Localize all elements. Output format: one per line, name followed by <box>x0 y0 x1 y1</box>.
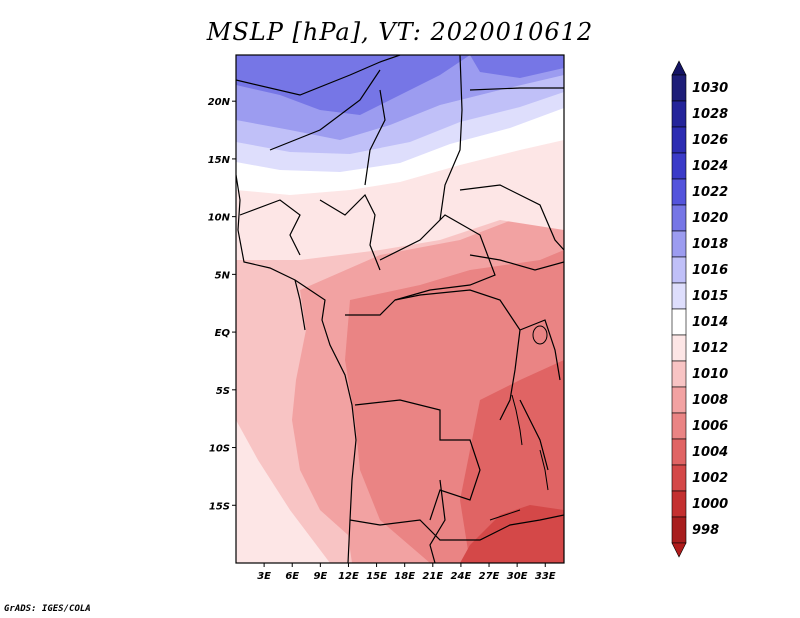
colorbar-label: 1015 <box>692 289 728 304</box>
map-frame <box>235 54 565 564</box>
border-south-sudan <box>469 254 564 271</box>
lake-tanganyika <box>511 394 523 446</box>
border-drc-south <box>354 399 481 521</box>
coastline-guinea <box>294 279 306 331</box>
colorbar-label: 1030 <box>692 81 728 96</box>
field-band-1014 <box>236 105 564 195</box>
colorbar-label: 1016 <box>692 263 728 278</box>
lon-tick-label: 12E <box>338 571 359 582</box>
lake-malawi <box>539 449 549 491</box>
border-north-1 <box>236 55 401 96</box>
lat-tick-label: 5S <box>216 386 230 397</box>
lat-tick-label: 10S <box>209 444 230 455</box>
colorbar-swatch <box>671 152 687 180</box>
field-southwest-light <box>236 420 330 563</box>
border-sudan <box>459 184 564 251</box>
colorbar-swatch <box>671 126 687 154</box>
pressure-field <box>236 55 564 563</box>
colorbar-label: 1004 <box>692 445 728 460</box>
colorbar-label: 1002 <box>692 471 728 486</box>
colorbar-label: 1028 <box>692 107 728 122</box>
colorbar-swatch <box>671 204 687 232</box>
colorbar-label: 1018 <box>692 237 728 252</box>
lon-tick-label: 18E <box>394 571 415 582</box>
lat-tick-label: 5N <box>215 270 231 281</box>
colorbar-label: 1012 <box>692 341 728 356</box>
border-nigeria <box>319 193 381 271</box>
colorbar-label: 998 <box>692 523 719 538</box>
colorbar-swatch <box>671 256 687 284</box>
latitude-axis: 20N 15N 10N 5N EQ 5S 10S 15S <box>208 97 236 512</box>
coastline-west <box>236 174 357 563</box>
colorbar-swatch <box>671 230 687 258</box>
lat-tick-label: 20N <box>208 97 231 108</box>
longitude-axis: 3E 6E 9E 12E 15E 18E 21E 24E 27E 30E 33E <box>257 563 556 582</box>
lon-tick-label: 33E <box>535 571 556 582</box>
colorbar-swatch <box>671 412 687 440</box>
colorbar-top-arrow <box>671 60 687 76</box>
lon-tick-label: 24E <box>451 571 472 582</box>
lake-kariba <box>489 509 521 521</box>
lon-tick-label: 30E <box>507 571 528 582</box>
lake-victoria <box>532 325 548 345</box>
lat-tick-label: 10N <box>208 213 231 224</box>
colorbar-swatch <box>671 464 687 492</box>
lon-tick-label: 27E <box>479 571 500 582</box>
colorbar-swatch <box>671 516 687 544</box>
field-band-1020-east <box>470 55 564 78</box>
colorbar-label: 1008 <box>692 393 728 408</box>
field-band-1020 <box>236 55 470 115</box>
lon-tick-label: 3E <box>257 571 271 582</box>
lon-tick-label: 6E <box>285 571 299 582</box>
border-westafrica <box>239 199 301 256</box>
lon-tick-label: 21E <box>422 571 443 582</box>
colorbar-swatch <box>671 100 687 128</box>
border-southern <box>349 514 564 541</box>
border-car <box>379 214 496 301</box>
border-chad-sudan <box>439 55 463 221</box>
colorbar-label: 1022 <box>692 185 728 200</box>
border-kenya <box>519 319 561 381</box>
colorbar-swatch <box>671 438 687 466</box>
colorbar: 1030 1028 1026 1024 1022 1020 1018 1016 1015 1014… <box>671 60 728 558</box>
colorbar-label: 1014 <box>692 315 728 330</box>
lakes <box>489 325 549 521</box>
chart-title: MSLP [hPa], VT: 2020010612 <box>206 18 594 46</box>
colorbar-swatch <box>671 334 687 362</box>
colorbar-swatch <box>671 360 687 388</box>
country-borders <box>236 55 564 563</box>
colorbar-swatch <box>671 178 687 206</box>
colorbar-label: 1020 <box>692 211 728 226</box>
colorbar-swatch <box>671 490 687 518</box>
colorbar-label: 1000 <box>692 497 728 512</box>
colorbar-swatch <box>671 308 687 336</box>
border-north-2 <box>269 69 381 151</box>
credit-text: GrADS: IGES/COLA <box>4 604 91 614</box>
border-drc-north <box>345 289 521 421</box>
lon-tick-label: 9E <box>313 571 327 582</box>
lon-tick-label: 15E <box>366 571 387 582</box>
colorbar-label: 1010 <box>692 367 728 382</box>
border-lakes <box>519 399 549 471</box>
border-zambia <box>429 479 446 563</box>
border-niger-chad <box>364 89 386 186</box>
field-low-1004 <box>460 505 564 563</box>
colorbar-label: 1026 <box>692 133 728 148</box>
lat-tick-label: EQ <box>215 328 231 339</box>
colorbar-swatch <box>671 282 687 310</box>
colorbar-bottom-arrow <box>671 542 687 558</box>
border-egypt <box>469 87 564 91</box>
colorbar-swatch <box>671 74 687 102</box>
colorbar-swatch <box>671 386 687 414</box>
colorbar-label: 1024 <box>692 159 728 174</box>
colorbar-label: 1006 <box>692 419 728 434</box>
lat-tick-label: 15S <box>209 501 230 512</box>
lat-tick-label: 15N <box>208 155 231 166</box>
